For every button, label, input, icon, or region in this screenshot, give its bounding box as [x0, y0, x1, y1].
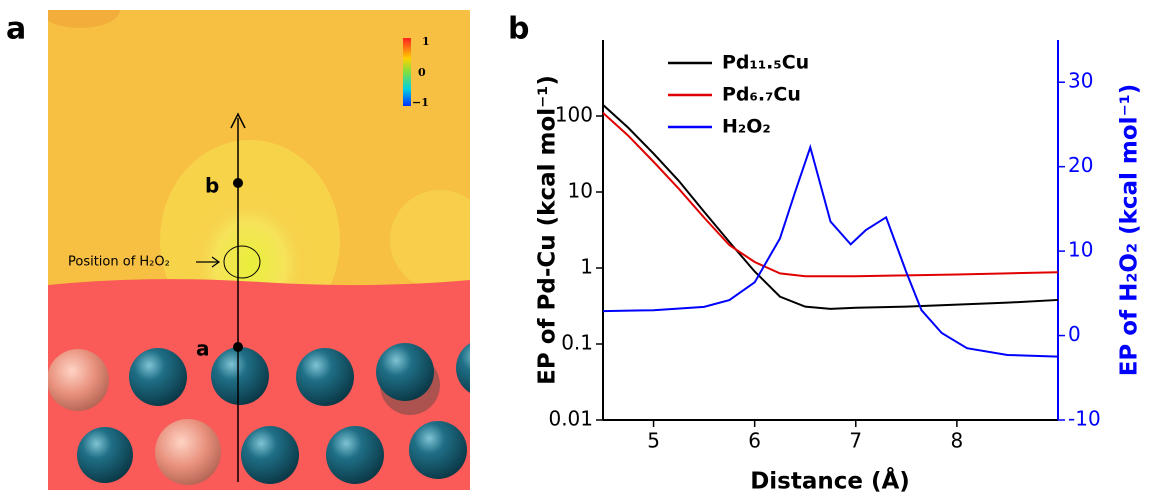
arrow-head: [230, 112, 246, 129]
x-axis-label: Distance (Å): [750, 467, 910, 495]
colorbar-label: 1: [422, 35, 430, 48]
y2-tick-label: 20: [1068, 153, 1093, 177]
y2-tick-label: 0: [1068, 322, 1081, 346]
line-series: [602, 104, 1059, 310]
point-label: b: [205, 174, 219, 198]
line-series: [602, 143, 1059, 358]
point-label: a: [196, 337, 210, 361]
y2-tick-label: 30: [1068, 69, 1093, 93]
panel-label: a: [6, 12, 26, 47]
y2-axis-label: EP of H₂O₂ (kcal mol⁻¹): [1117, 84, 1143, 377]
colorbar: [403, 38, 411, 106]
position-circle: [223, 245, 261, 279]
y-tick-label: 100: [555, 103, 593, 127]
y-tick-label: 10: [568, 179, 593, 203]
point: [233, 178, 243, 188]
y2-tick-label: -10: [1068, 407, 1101, 431]
x-tick-label: 6: [748, 429, 761, 453]
atoms: [48, 343, 470, 485]
panel-label: b: [508, 12, 529, 47]
annotation-arrow: [196, 256, 221, 268]
y-tick-label: 0.1: [561, 331, 593, 355]
point: [233, 342, 243, 352]
y-tick-label: 1: [580, 255, 593, 279]
y-axis-label: EP of Pd-Cu (kcal mol⁻¹): [535, 75, 561, 385]
y-tick-label: 0.01: [548, 407, 593, 431]
x-tick-label: 5: [647, 429, 660, 453]
colorbar-label: −1: [412, 96, 429, 109]
x-tick-label: 8: [951, 429, 964, 453]
legend-label: Pd₁₁.₅Cu: [722, 52, 809, 74]
legend-label: Pd₆.₇Cu: [722, 84, 801, 106]
contour-map: [48, 10, 470, 490]
legend-label: H₂O₂: [722, 116, 771, 138]
line-series: [602, 112, 1059, 278]
annotation: Position of H₂O₂: [68, 255, 170, 270]
colorbar-label: 0: [418, 66, 426, 79]
y2-tick-label: 10: [1068, 238, 1093, 262]
x-tick-label: 7: [849, 429, 862, 453]
